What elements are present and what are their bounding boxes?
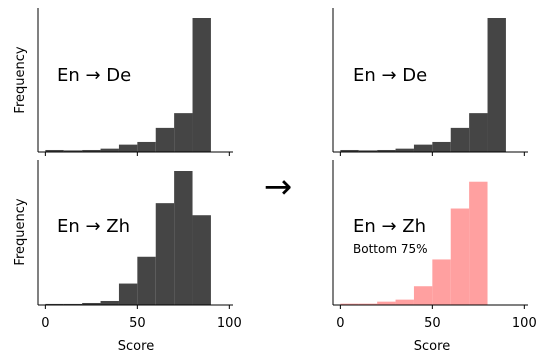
- bar-bottom-right-0: [340, 303, 359, 305]
- bar-top-right-8: [487, 18, 506, 152]
- bar-top-left-8: [192, 18, 211, 152]
- annotation-bottom-right: En → Zh: [353, 216, 426, 237]
- bar-top-left-0: [45, 149, 64, 152]
- bar-top-right-4: [413, 144, 433, 152]
- bar-bottom-left-7: [174, 171, 193, 305]
- bar-bottom-right-5: [432, 259, 451, 305]
- bar-bottom-left-8: [192, 215, 211, 305]
- bars-top-right: [340, 18, 506, 152]
- ylabel-bottom-left: Frequency: [13, 198, 28, 265]
- panel-top-right: En → De: [332, 8, 528, 156]
- xticks-bottom-left: 0 50 100: [41, 316, 242, 331]
- bar-top-right-7: [469, 113, 488, 152]
- bar-bottom-right-7: [469, 181, 488, 305]
- xtick-label-bottom-right-2: 100: [512, 316, 537, 331]
- bar-top-left-4: [118, 144, 138, 152]
- xtick-label-bottom-left-2: 100: [217, 316, 242, 331]
- bar-bottom-left-0: [45, 303, 64, 305]
- ylabel-top-left: Frequency: [13, 46, 28, 113]
- bar-top-right-5: [432, 141, 451, 152]
- panel-bottom-right: 0 50 100 En → Zh Bottom 75% Score: [332, 160, 537, 354]
- bar-bottom-left-3: [100, 300, 119, 305]
- annotation-top-right: En → De: [353, 65, 427, 86]
- bars-bottom-right: [340, 181, 488, 305]
- bar-bottom-right-1: [358, 303, 378, 305]
- bar-top-left-2: [82, 149, 101, 152]
- bar-bottom-left-6: [155, 203, 175, 305]
- bar-top-right-2: [377, 149, 396, 152]
- xtick-label-bottom-right-1: 50: [424, 316, 441, 331]
- xtick-label-bottom-right-0: 0: [336, 316, 344, 331]
- bar-bottom-left-1: [63, 303, 83, 305]
- bar-bottom-right-2: [377, 301, 396, 305]
- bar-bottom-left-4: [118, 283, 138, 305]
- bar-bottom-right-3: [395, 299, 414, 305]
- xlabel-bottom-right: Score: [414, 339, 450, 354]
- xtick-label-bottom-left-0: 0: [41, 316, 49, 331]
- annotation-top-left: En → De: [57, 65, 131, 86]
- sub-annotation-bottom-right: Bottom 75%: [353, 242, 428, 256]
- xtick-label-bottom-left-1: 50: [129, 316, 146, 331]
- bars-bottom-left: [45, 171, 211, 305]
- bar-bottom-left-2: [82, 302, 101, 305]
- bar-bottom-right-4: [413, 286, 433, 305]
- bar-top-right-0: [340, 149, 359, 152]
- annotation-bottom-left: En → Zh: [57, 216, 130, 237]
- xticks-bottom-right: 0 50 100: [336, 316, 537, 331]
- bar-top-left-6: [155, 127, 175, 152]
- bar-top-left-3: [100, 148, 119, 152]
- bars-top-left: [45, 18, 211, 152]
- bar-top-right-3: [395, 148, 414, 152]
- bar-bottom-left-5: [137, 256, 156, 305]
- bar-top-left-5: [137, 141, 156, 152]
- transition-arrow: →: [264, 167, 293, 207]
- panel-top-left: Frequency En → De: [13, 8, 233, 156]
- bar-top-right-6: [450, 127, 470, 152]
- bar-bottom-right-6: [450, 208, 470, 305]
- bar-top-left-1: [63, 150, 83, 152]
- xlabel-bottom-left: Score: [118, 339, 154, 354]
- bar-top-right-1: [358, 150, 378, 152]
- bar-top-left-7: [174, 113, 193, 152]
- panel-bottom-left: 0 50 100 Frequency En → Zh Score: [13, 160, 242, 354]
